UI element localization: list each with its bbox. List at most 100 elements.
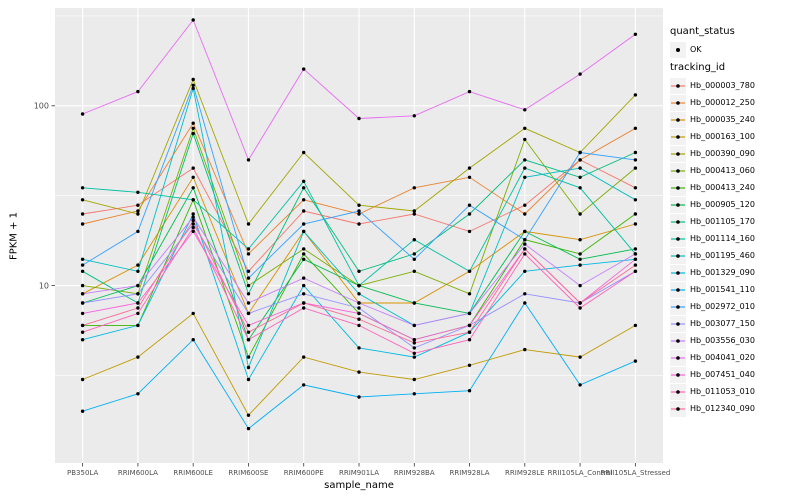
data-point — [302, 306, 306, 310]
data-point — [191, 222, 195, 226]
series-key-icon — [670, 111, 686, 128]
data-point — [523, 229, 527, 234]
data-point — [80, 222, 85, 226]
data-point — [191, 198, 195, 202]
data-point — [302, 209, 306, 213]
data-point — [412, 341, 416, 345]
data-point — [302, 283, 306, 288]
data-point — [467, 229, 472, 234]
series-key-icon — [670, 264, 686, 281]
data-point — [246, 158, 251, 162]
data-point — [80, 283, 85, 288]
data-point — [80, 212, 85, 216]
ok-point-icon — [670, 41, 686, 58]
data-point — [467, 203, 472, 207]
data-point — [467, 166, 472, 170]
data-point — [578, 257, 582, 261]
data-point — [467, 330, 472, 334]
data-point — [191, 338, 195, 342]
data-point — [523, 126, 527, 130]
data-point — [246, 276, 251, 280]
data-point — [523, 203, 527, 207]
data-point — [246, 283, 251, 288]
series-key-icon — [670, 332, 686, 349]
data-point — [246, 222, 251, 226]
data-point — [412, 392, 416, 396]
data-point — [467, 363, 472, 367]
series-key-icon — [670, 196, 686, 213]
data-point — [412, 351, 416, 355]
data-point — [136, 212, 140, 216]
legend-item-label: Hb_000413_240 — [690, 183, 755, 192]
data-point — [246, 269, 251, 273]
data-point — [523, 247, 527, 251]
data-point — [633, 222, 638, 226]
data-point — [357, 301, 361, 305]
data-point — [246, 301, 251, 305]
data-point — [633, 247, 638, 251]
data-point — [80, 301, 85, 305]
data-point — [191, 18, 195, 22]
data-point — [191, 218, 195, 223]
data-point — [357, 370, 361, 374]
data-point — [357, 209, 361, 213]
data-point — [578, 263, 582, 267]
data-point — [523, 137, 527, 142]
data-point — [136, 203, 140, 207]
series-key-icon — [670, 298, 686, 315]
data-point — [467, 389, 472, 393]
data-point — [136, 292, 140, 296]
data-point — [136, 355, 140, 359]
data-point — [246, 252, 251, 256]
series-key-icon — [670, 400, 686, 417]
legend-item-label: Hb_011053_010 — [690, 387, 755, 396]
data-point — [578, 238, 582, 242]
legend-item-Hb_000035_240: Hb_000035_240 — [670, 111, 798, 128]
data-point — [633, 93, 638, 97]
data-point — [357, 317, 361, 321]
data-point — [302, 247, 306, 251]
series-key-icon — [670, 366, 686, 383]
legend-item-Hb_001105_170: Hb_001105_170 — [670, 213, 798, 230]
legend-item-label: Hb_000413_060 — [690, 166, 755, 175]
data-point — [302, 292, 306, 296]
legend-item-Hb_007451_040: Hb_007451_040 — [670, 366, 798, 383]
legend-item-label: Hb_001195_460 — [690, 251, 755, 260]
data-point — [357, 323, 361, 328]
data-point — [136, 269, 140, 273]
legend-item-label: Hb_001329_090 — [690, 268, 755, 277]
data-point — [302, 301, 306, 305]
data-point — [523, 269, 527, 273]
data-point — [191, 77, 195, 82]
data-point — [633, 359, 638, 363]
series-key-icon — [670, 247, 686, 264]
data-point — [191, 86, 195, 91]
data-point — [578, 150, 582, 155]
data-point — [136, 392, 140, 396]
data-point — [633, 158, 638, 162]
y-tick-label: 10 — [39, 281, 49, 290]
data-point — [578, 72, 582, 76]
legend-item-Hb_001541_110: Hb_001541_110 — [670, 281, 798, 298]
legend-item-Hb_011053_010: Hb_011053_010 — [670, 383, 798, 400]
data-point — [412, 252, 416, 256]
data-point — [412, 186, 416, 190]
series-key-icon — [670, 94, 686, 111]
y-axis-title: FPKM + 1 — [8, 211, 20, 261]
legend-item-Hb_000413_060: Hb_000413_060 — [670, 162, 798, 179]
data-point — [136, 209, 140, 213]
legend-item-label: Hb_012340_090 — [690, 404, 755, 413]
data-point — [246, 323, 251, 328]
data-point — [302, 355, 306, 359]
data-point — [80, 269, 85, 273]
data-point — [633, 166, 638, 170]
data-point — [523, 108, 527, 112]
series-key-icon — [670, 128, 686, 145]
legend-item-label: Hb_000003_780 — [690, 81, 755, 90]
legend-item-label: Hb_000390_090 — [690, 149, 755, 158]
data-point — [357, 292, 361, 296]
data-point — [80, 198, 85, 202]
data-point — [523, 252, 527, 256]
legend: quant_status OK tracking_id Hb_000003_78… — [670, 22, 798, 417]
x-tick-label: RRII105LA_Stressed — [600, 469, 670, 477]
